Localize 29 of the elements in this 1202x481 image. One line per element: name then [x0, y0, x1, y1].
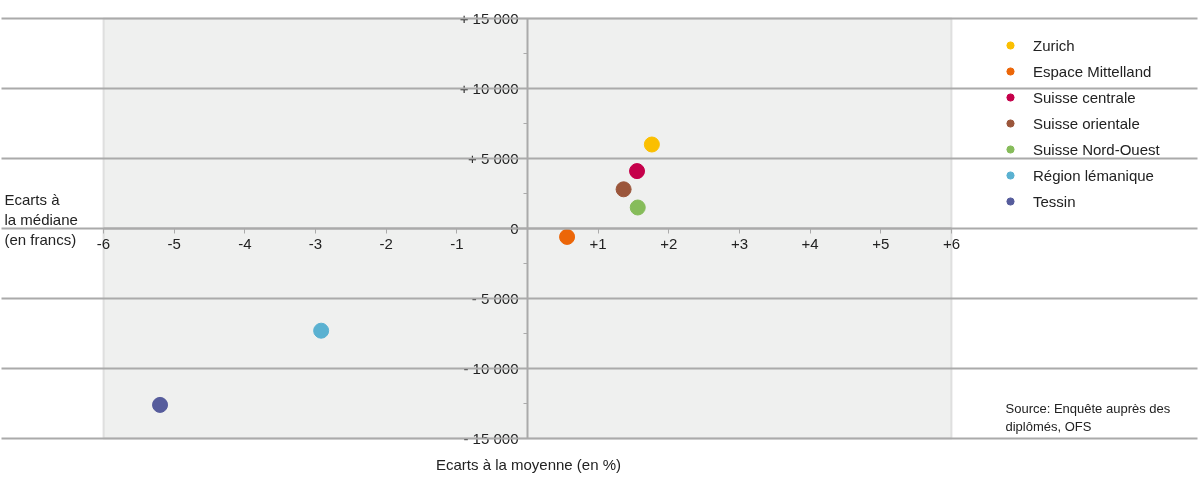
- point: [629, 163, 646, 180]
- x-tick-label: +1: [589, 234, 607, 252]
- x-tick-label: +5: [872, 234, 890, 252]
- x-tick-label: -3: [308, 234, 323, 252]
- legend-label: Région lémanique: [1033, 166, 1154, 184]
- x-tick-label: +6: [942, 234, 961, 252]
- x-tick-label: -4: [238, 234, 252, 252]
- point: [559, 228, 576, 245]
- point: [152, 396, 169, 413]
- x-tick-label: +2: [660, 234, 678, 252]
- source-note: Source: Enquête auprès des diplômés, OFS: [1005, 400, 1171, 434]
- legend-label: Suisse orientale: [1033, 114, 1140, 132]
- x-tick-label: +4: [801, 234, 819, 252]
- point: [313, 322, 330, 339]
- x-tick-label: -6: [96, 234, 111, 252]
- x-tick-label: -5: [167, 234, 181, 252]
- point: [629, 199, 646, 216]
- point: [615, 181, 632, 198]
- legend-label: Espace Mittelland: [1033, 62, 1152, 80]
- legend-label: Tessin: [1033, 192, 1076, 210]
- legend-label: Suisse centrale: [1033, 88, 1136, 106]
- point: [643, 136, 660, 153]
- x-tick-label: -1: [450, 234, 464, 252]
- x-tick-label: +3: [730, 234, 749, 252]
- legend-label: Zurich: [1033, 36, 1075, 54]
- x-axis-title: Ecarts à la moyenne (en %): [435, 455, 622, 473]
- legend-label: Suisse Nord-Ouest: [1033, 140, 1160, 158]
- x-tick-label: -2: [379, 234, 393, 252]
- y-axis-title: Ecarts à la médiane (en francs): [4, 190, 78, 249]
